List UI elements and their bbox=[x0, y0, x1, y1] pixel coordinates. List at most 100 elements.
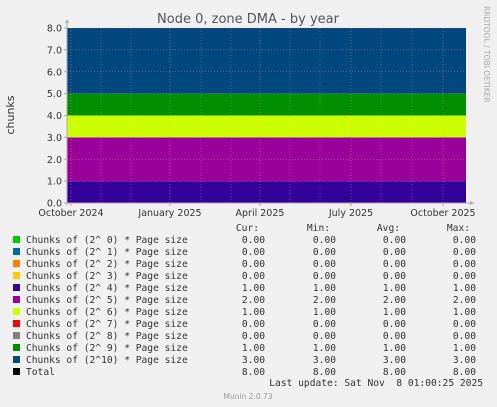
rrdtool-watermark: RRDTOOL / TOBI OETIKER bbox=[482, 6, 491, 103]
x-tick-label: October 2025 bbox=[410, 208, 475, 219]
munin-version: Munin 2.0.73 bbox=[223, 392, 272, 401]
legend-value-cur: 0.00 bbox=[242, 319, 265, 330]
legend-value-min: 3.00 bbox=[313, 355, 336, 366]
y-tick-label: 8.0 bbox=[47, 24, 62, 35]
legend-value-cur: 2.00 bbox=[242, 295, 265, 306]
legend-label: Chunks of (2^ 9) * Page size bbox=[26, 343, 188, 354]
legend-value-min: 0.00 bbox=[313, 271, 336, 282]
x-tick-label: April 2025 bbox=[236, 208, 285, 219]
legend-value-min: 8.00 bbox=[313, 367, 336, 378]
legend-value-max: 1.00 bbox=[453, 343, 476, 354]
legend-value-cur: 3.00 bbox=[242, 355, 265, 366]
chart-title: Node 0, zone DMA - by year bbox=[157, 12, 340, 27]
y-axis-label: chunks bbox=[4, 95, 17, 134]
legend-value-avg: 0.00 bbox=[383, 331, 406, 342]
legend-value-max: 8.00 bbox=[453, 367, 476, 378]
legend-swatch bbox=[13, 356, 20, 363]
legend-label: Chunks of (2^ 5) * Page size bbox=[26, 295, 188, 306]
legend-value-avg: 1.00 bbox=[383, 307, 406, 318]
legend-value-cur: 0.00 bbox=[242, 247, 265, 258]
legend: Cur: Min: Avg: Max: Chunks of (2^ 0) * Page … bbox=[13, 223, 476, 378]
legend-value-min: 0.00 bbox=[313, 235, 336, 246]
legend-value-min: 0.00 bbox=[313, 319, 336, 330]
x-tick-label: January 2025 bbox=[137, 208, 201, 219]
legend-label: Chunks of (2^ 3) * Page size bbox=[26, 271, 188, 282]
legend-swatch bbox=[13, 260, 20, 267]
area-series-4 bbox=[67, 181, 466, 203]
legend-column-header: Cur: bbox=[236, 223, 259, 234]
legend-value-cur: 1.00 bbox=[242, 307, 265, 318]
area-series-9 bbox=[67, 93, 466, 116]
legend-swatch bbox=[13, 320, 20, 327]
legend-swatch bbox=[13, 308, 20, 315]
legend-value-cur: 0.00 bbox=[242, 259, 265, 270]
y-tick-label: 2.0 bbox=[47, 155, 62, 166]
legend-value-max: 0.00 bbox=[453, 331, 476, 342]
legend-value-max: 0.00 bbox=[453, 259, 476, 270]
legend-label: Chunks of (2^10) * Page size bbox=[26, 355, 188, 366]
legend-swatch bbox=[13, 284, 20, 291]
grid-lines bbox=[67, 27, 466, 204]
legend-value-min: 0.00 bbox=[313, 259, 336, 270]
legend-value-cur: 0.00 bbox=[242, 271, 265, 282]
axes bbox=[64, 19, 474, 206]
area-series-6 bbox=[67, 115, 466, 138]
legend-label: Chunks of (2^ 8) * Page size bbox=[26, 331, 188, 342]
x-tick-label: July 2025 bbox=[328, 208, 373, 219]
legend-label: Chunks of (2^ 2) * Page size bbox=[26, 259, 188, 270]
legend-label: Chunks of (2^ 0) * Page size bbox=[26, 235, 188, 246]
legend-value-max: 1.00 bbox=[453, 283, 476, 294]
legend-swatch bbox=[13, 332, 20, 339]
legend-value-max: 0.00 bbox=[453, 235, 476, 246]
legend-swatch bbox=[13, 296, 20, 303]
legend-value-avg: 1.00 bbox=[383, 283, 406, 294]
legend-value-cur: 8.00 bbox=[242, 367, 265, 378]
legend-value-avg: 0.00 bbox=[383, 235, 406, 246]
legend-value-avg: 0.00 bbox=[383, 259, 406, 270]
y-tick-label: 0.0 bbox=[47, 199, 62, 210]
legend-value-min: 0.00 bbox=[313, 331, 336, 342]
legend-value-max: 3.00 bbox=[453, 355, 476, 366]
legend-value-avg: 3.00 bbox=[383, 355, 406, 366]
area-series-10 bbox=[67, 28, 466, 94]
legend-value-min: 2.00 bbox=[313, 295, 336, 306]
y-tick-label: 7.0 bbox=[47, 45, 62, 56]
legend-column-header: Avg: bbox=[377, 223, 400, 234]
y-axis-arrow bbox=[65, 19, 69, 23]
legend-label: Chunks of (2^ 4) * Page size bbox=[26, 283, 188, 294]
legend-value-min: 1.00 bbox=[313, 307, 336, 318]
y-tick-label: 6.0 bbox=[47, 67, 62, 78]
legend-label: Total bbox=[26, 367, 55, 378]
y-tick-label: 5.0 bbox=[47, 89, 62, 100]
legend-column-header: Min: bbox=[307, 223, 330, 234]
legend-label: Chunks of (2^ 7) * Page size bbox=[26, 319, 188, 330]
legend-value-max: 2.00 bbox=[453, 295, 476, 306]
legend-swatch bbox=[13, 248, 20, 255]
legend-value-max: 0.00 bbox=[453, 319, 476, 330]
legend-swatch bbox=[13, 236, 20, 243]
legend-value-avg: 1.00 bbox=[383, 343, 406, 354]
last-update: Last update: Sat Nov 8 01:00:25 2025 bbox=[269, 378, 483, 389]
legend-value-min: 0.00 bbox=[313, 247, 336, 258]
legend-column-header: Max: bbox=[447, 223, 470, 234]
legend-value-cur: 0.00 bbox=[242, 331, 265, 342]
legend-value-max: 0.00 bbox=[453, 247, 476, 258]
legend-label: Chunks of (2^ 6) * Page size bbox=[26, 307, 188, 318]
legend-value-max: 0.00 bbox=[453, 271, 476, 282]
legend-swatch bbox=[13, 272, 20, 279]
legend-value-avg: 8.00 bbox=[383, 367, 406, 378]
y-tick-label: 3.0 bbox=[47, 133, 62, 144]
legend-value-min: 1.00 bbox=[313, 343, 336, 354]
x-tick-label: October 2024 bbox=[38, 208, 103, 219]
legend-swatch bbox=[13, 344, 20, 351]
legend-label: Chunks of (2^ 1) * Page size bbox=[26, 247, 188, 258]
legend-value-avg: 0.00 bbox=[383, 271, 406, 282]
y-tick-label: 1.0 bbox=[47, 177, 62, 188]
legend-value-cur: 1.00 bbox=[242, 283, 265, 294]
legend-value-avg: 0.00 bbox=[383, 319, 406, 330]
legend-value-cur: 0.00 bbox=[242, 235, 265, 246]
x-axis-arrow bbox=[470, 201, 474, 205]
y-tick-label: 4.0 bbox=[47, 111, 62, 122]
legend-value-cur: 1.00 bbox=[242, 343, 265, 354]
